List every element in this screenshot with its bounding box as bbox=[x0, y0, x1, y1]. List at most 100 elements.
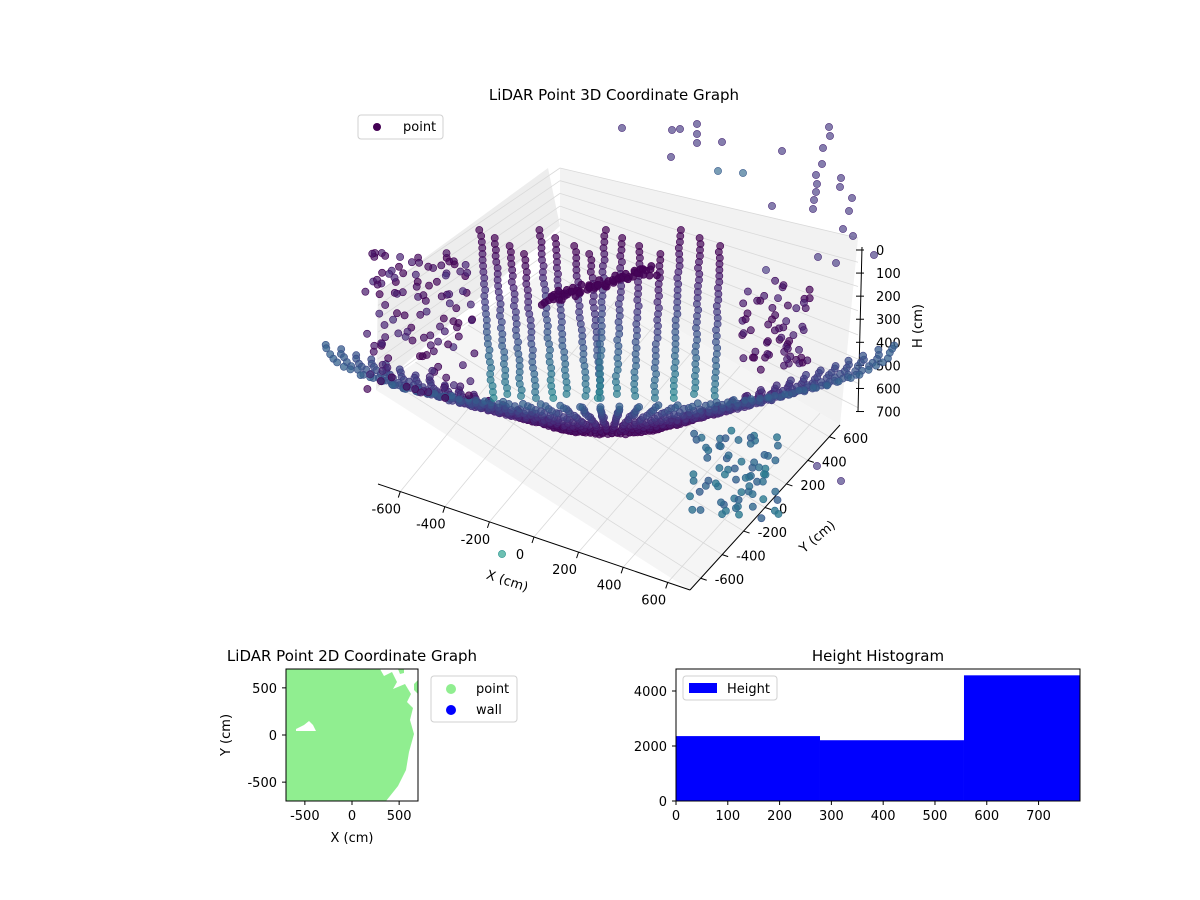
grid-line bbox=[377, 218, 561, 346]
x-tick-label: -500 bbox=[290, 809, 320, 824]
lidar-point bbox=[440, 327, 449, 336]
lidar-point bbox=[689, 470, 698, 479]
lidar-point bbox=[837, 174, 845, 182]
lidar-point bbox=[366, 370, 374, 379]
lidar-point bbox=[716, 442, 725, 451]
z-axis-label: H (cm) bbox=[911, 304, 926, 348]
lidar-point bbox=[844, 356, 853, 365]
lidar-point bbox=[411, 385, 420, 393]
lidar-point bbox=[802, 370, 810, 379]
lidar-point bbox=[761, 353, 769, 362]
y-tick-label: -400 bbox=[736, 550, 766, 565]
lidar-point bbox=[375, 290, 384, 299]
lidar-point bbox=[456, 267, 465, 276]
lidar-point bbox=[786, 352, 795, 361]
lidar-point bbox=[795, 386, 803, 395]
lidar-point bbox=[444, 340, 452, 349]
grid-line bbox=[559, 193, 859, 287]
lidar-point bbox=[419, 333, 428, 342]
lidar-point bbox=[715, 464, 724, 472]
y-tick-label: 0 bbox=[269, 729, 277, 744]
lidar-point bbox=[519, 399, 527, 408]
x-tick-label: 0 bbox=[348, 809, 356, 824]
lidar-point bbox=[425, 372, 434, 381]
lidar-point bbox=[809, 205, 817, 213]
lidar-point bbox=[452, 304, 461, 313]
lidar-point bbox=[346, 365, 355, 374]
lidar-point bbox=[399, 269, 408, 278]
lidar-point bbox=[408, 336, 417, 345]
lidar-point bbox=[813, 462, 821, 470]
lidar-point bbox=[593, 394, 602, 402]
lidar-point bbox=[789, 331, 798, 339]
lidar-point bbox=[381, 301, 390, 309]
lidar-point bbox=[762, 266, 770, 274]
lidar-point bbox=[363, 385, 372, 393]
lidar-point bbox=[846, 374, 855, 382]
x-tick-label: -400 bbox=[416, 518, 446, 533]
lidar-point bbox=[737, 457, 746, 466]
lidar-point bbox=[878, 358, 887, 367]
legend-frame bbox=[357, 114, 444, 140]
lidar-point bbox=[746, 433, 755, 442]
x-tick-label: 200 bbox=[767, 809, 792, 824]
lidar-point bbox=[498, 550, 506, 558]
lidar-point bbox=[693, 120, 701, 128]
x-tick-label: 500 bbox=[923, 809, 948, 824]
lidar-point bbox=[380, 321, 389, 329]
lidar-point bbox=[734, 495, 743, 504]
legend-swatch-height bbox=[689, 683, 717, 693]
lidar-point bbox=[322, 344, 331, 353]
lidar-point bbox=[369, 347, 378, 356]
lidar-point bbox=[704, 446, 713, 455]
lidar-point bbox=[773, 433, 781, 442]
grid-line bbox=[377, 205, 561, 333]
lidar-point bbox=[615, 402, 624, 411]
lidar-point bbox=[737, 488, 746, 496]
lidar-point bbox=[396, 253, 404, 261]
point-region-gap bbox=[296, 721, 316, 731]
lidar-point bbox=[442, 249, 451, 257]
lidar-point bbox=[783, 344, 792, 353]
lidar-point bbox=[378, 366, 387, 375]
x-tick-mark bbox=[397, 491, 401, 498]
lidar-point bbox=[412, 282, 421, 291]
lidar-point bbox=[730, 464, 739, 473]
lidar-point bbox=[745, 482, 754, 491]
y-tick-label: 0 bbox=[659, 795, 667, 810]
z-tick-label: 200 bbox=[876, 290, 901, 305]
lidar-point bbox=[834, 377, 843, 386]
lidar-point bbox=[722, 506, 730, 515]
lidar-point bbox=[517, 392, 525, 400]
y-tick-label: 500 bbox=[252, 682, 277, 697]
lidar-point bbox=[764, 337, 772, 346]
grid-line bbox=[388, 380, 701, 579]
lidar-point bbox=[839, 225, 847, 233]
lidar-point bbox=[729, 396, 738, 404]
lidar-point bbox=[721, 470, 729, 479]
lidar-point bbox=[618, 124, 626, 132]
y-axis-label-2d: Y (cm) bbox=[219, 714, 234, 757]
lidar-point bbox=[759, 477, 767, 486]
y-axis-label: Y (cm) bbox=[796, 518, 839, 557]
lidar-point bbox=[812, 188, 820, 196]
lidar-point bbox=[384, 354, 393, 363]
point-region-shore bbox=[398, 669, 418, 694]
y-tick-mark bbox=[700, 577, 707, 581]
lidar-point bbox=[411, 270, 420, 279]
lidar-point bbox=[668, 126, 676, 134]
lidar-point bbox=[750, 458, 758, 467]
lidar-point bbox=[748, 490, 757, 498]
lidar-point bbox=[693, 130, 701, 138]
x-tick-label: 400 bbox=[597, 578, 622, 593]
x-tick-mark bbox=[531, 536, 535, 544]
lidar-point bbox=[434, 362, 443, 371]
lidar-point bbox=[703, 453, 712, 462]
lidar-point bbox=[339, 362, 348, 371]
y-tick-label: 200 bbox=[800, 479, 825, 494]
lidar-point bbox=[800, 298, 808, 307]
lidar-point bbox=[577, 280, 586, 289]
lidar-point bbox=[669, 394, 678, 402]
lidar-point bbox=[361, 287, 370, 296]
